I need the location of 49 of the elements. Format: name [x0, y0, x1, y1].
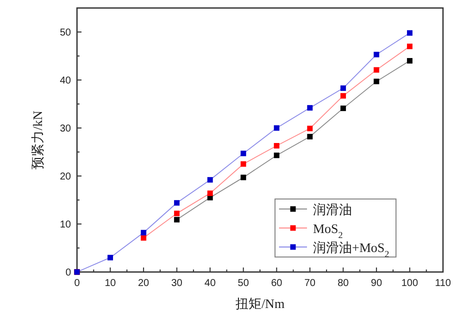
x-tick-label: 0	[74, 278, 80, 289]
legend-label: 润滑油+MoS$_{2}$	[313, 240, 390, 259]
x-axis-title: 扭矩/Nm	[235, 296, 285, 311]
point	[174, 200, 180, 206]
point	[374, 52, 380, 58]
point	[374, 67, 380, 73]
x-tick-label: 70	[304, 278, 316, 289]
y-tick-label: 20	[60, 172, 72, 182]
legend-label: MoS$_{2}$	[313, 221, 344, 240]
point	[406, 44, 412, 50]
point	[174, 210, 180, 216]
x-tick-label: 60	[271, 278, 283, 289]
x-tick-label: 40	[204, 278, 216, 289]
legend-label: 润滑油	[313, 202, 352, 217]
point	[108, 254, 114, 260]
point	[406, 58, 412, 64]
point	[240, 174, 246, 180]
point	[340, 85, 346, 91]
y-axis-title: 预紧力/kN	[30, 110, 45, 170]
point	[374, 78, 380, 84]
point	[207, 190, 213, 196]
point	[140, 230, 146, 236]
x-tick-label: 10	[104, 278, 116, 289]
point	[274, 125, 280, 131]
point	[207, 177, 213, 183]
point	[307, 105, 313, 111]
point	[274, 152, 280, 158]
y-tick-label: 10	[60, 220, 72, 230]
x-tick-label: 110	[435, 278, 452, 289]
point	[140, 235, 146, 241]
x-tick-label: 20	[138, 278, 150, 289]
y-tick-label: 30	[60, 124, 72, 134]
point	[340, 93, 346, 99]
x-tick-label: 100	[401, 278, 419, 289]
point	[274, 143, 280, 149]
point	[174, 216, 180, 222]
point	[340, 106, 346, 112]
x-tick-label: 90	[370, 278, 382, 289]
point	[240, 150, 246, 156]
y-tick-label: 50	[60, 28, 72, 38]
y-tick-label: 0	[65, 268, 72, 278]
x-tick-label: 50	[238, 278, 250, 289]
point	[406, 30, 412, 36]
x-tick-label: 80	[338, 278, 350, 289]
y-tick-label: 40	[60, 76, 72, 86]
point	[307, 134, 313, 140]
point	[240, 161, 246, 167]
point	[307, 126, 313, 132]
x-tick-label: 30	[171, 278, 183, 289]
